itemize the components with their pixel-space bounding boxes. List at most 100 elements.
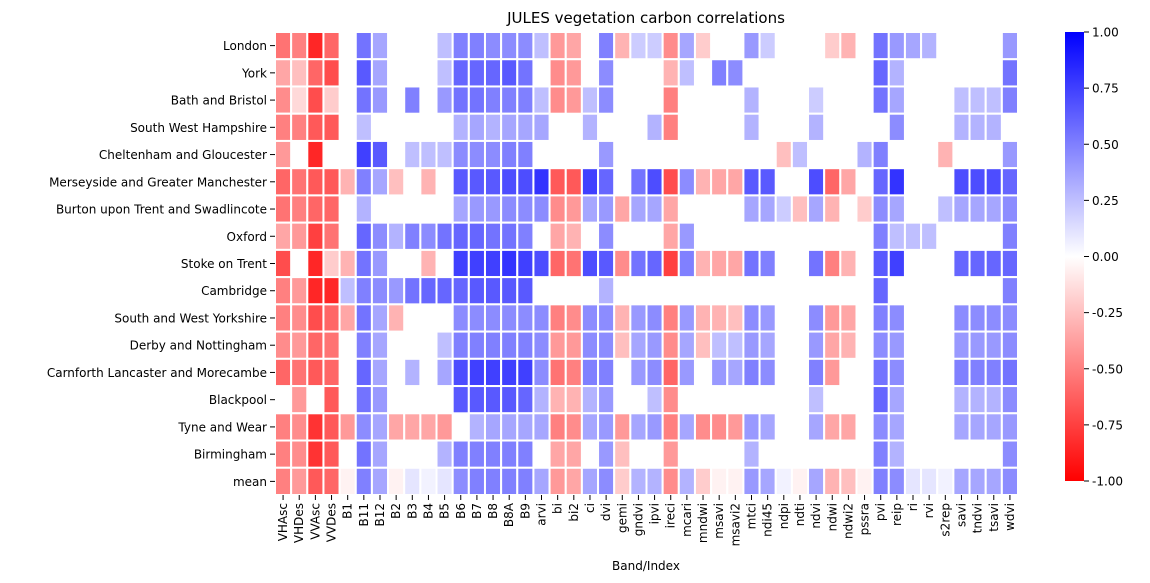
heatmap-cell bbox=[435, 276, 454, 306]
heatmap-cell bbox=[580, 248, 600, 279]
heatmap-cell bbox=[435, 221, 454, 251]
heatmap-cell bbox=[613, 412, 632, 442]
heatmap-cell bbox=[807, 330, 826, 360]
heatmap-cell bbox=[677, 31, 696, 61]
heatmap-cell bbox=[274, 248, 293, 279]
heatmap-cell bbox=[451, 31, 470, 61]
y-tick-label: Oxford bbox=[227, 230, 267, 244]
y-tick-label: Merseyside and Greater Manchester bbox=[49, 175, 267, 189]
heatmap-cell bbox=[645, 31, 664, 61]
x-tick-label: tsavi bbox=[987, 503, 1001, 532]
heatmap-cell bbox=[629, 31, 648, 61]
heatmap-cell bbox=[580, 385, 600, 415]
heatmap-cell bbox=[871, 58, 890, 88]
heatmap-cell bbox=[597, 330, 616, 360]
heatmap-cell bbox=[968, 85, 987, 115]
heatmap-cell bbox=[548, 167, 567, 197]
heatmap-cell bbox=[451, 385, 470, 415]
heatmap-cell bbox=[839, 412, 858, 442]
heatmap-cell bbox=[693, 303, 713, 333]
heatmap-cell bbox=[871, 330, 890, 360]
heatmap-cell bbox=[354, 330, 373, 360]
x-axis: VHAsc VHDes VVAsc VVDes B1 B11 B12 B2 B3 B4 B5 B6 B7… bbox=[276, 495, 1017, 546]
heatmap-cell bbox=[451, 139, 470, 170]
y-tick-label: mean bbox=[233, 475, 267, 489]
heatmap-cell bbox=[338, 167, 357, 197]
heatmap-cell bbox=[1000, 85, 1019, 115]
heatmap-cell bbox=[483, 167, 503, 197]
heatmap-cell bbox=[435, 139, 454, 170]
heatmap-cell bbox=[322, 330, 341, 360]
x-tick-label: B4 bbox=[421, 503, 435, 519]
heatmap-cell bbox=[887, 31, 906, 61]
heatmap-cell bbox=[758, 330, 777, 360]
y-tick-label: London bbox=[223, 39, 267, 53]
heatmap-cell bbox=[274, 31, 293, 61]
heatmap-cell bbox=[661, 112, 680, 142]
heatmap-cell bbox=[322, 167, 341, 197]
heatmap-cell bbox=[467, 330, 486, 360]
y-tick-label: Cheltenham and Gloucester bbox=[99, 148, 267, 162]
heatmap-cell bbox=[387, 167, 406, 197]
heatmap-cell bbox=[483, 466, 503, 497]
heatmap-cell bbox=[483, 194, 503, 224]
heatmap-cell bbox=[629, 412, 648, 442]
heatmap-cell bbox=[500, 58, 519, 88]
heatmap-cell bbox=[354, 194, 373, 224]
y-tick-label: Stoke on Trent bbox=[181, 257, 267, 271]
heatmap-cell bbox=[564, 303, 583, 333]
heatmap-cell bbox=[661, 439, 680, 469]
colorbar: -1.00 -0.75 -0.50 -0.25 0.00 0.25 0.50 0.75 1.00 bbox=[1065, 26, 1123, 489]
heatmap-cell bbox=[677, 248, 696, 279]
heatmap-cell bbox=[1000, 194, 1019, 224]
x-tick-label: ndti bbox=[793, 503, 807, 526]
heatmap-cell bbox=[322, 412, 341, 442]
heatmap-cell bbox=[645, 303, 664, 333]
heatmap-cell bbox=[516, 58, 535, 88]
heatmap-cell bbox=[693, 466, 713, 497]
x-tick-label: ireci bbox=[664, 503, 678, 528]
heatmap-cell bbox=[548, 31, 567, 61]
heatmap-cell bbox=[726, 330, 745, 360]
chart-title: JULES vegetation carbon correlations bbox=[506, 9, 785, 27]
heatmap-cell bbox=[564, 58, 583, 88]
x-tick-label: B6 bbox=[454, 503, 468, 519]
heatmap-cell bbox=[500, 248, 519, 279]
x-tick-label: B12 bbox=[373, 503, 387, 527]
heatmap-cell bbox=[290, 112, 309, 142]
x-tick-label: gndvi bbox=[631, 503, 645, 536]
heatmap-cell bbox=[467, 276, 486, 306]
heatmap-cell bbox=[354, 139, 373, 170]
heatmap-cell bbox=[354, 439, 373, 469]
x-tick-label: wdvi bbox=[1003, 503, 1017, 531]
heatmap-cell bbox=[306, 357, 325, 388]
x-tick-label: ndwi bbox=[825, 503, 839, 531]
heatmap-cell bbox=[516, 439, 535, 469]
heatmap-cell bbox=[742, 85, 761, 115]
heatmap-cell bbox=[823, 412, 842, 442]
heatmap-cell bbox=[532, 412, 551, 442]
heatmap-cell bbox=[500, 221, 519, 251]
heatmap-cell bbox=[290, 167, 309, 197]
heatmap-cell bbox=[467, 412, 486, 442]
heatmap-cell bbox=[354, 85, 373, 115]
heatmap-cell bbox=[274, 139, 293, 170]
heatmap-cell bbox=[532, 385, 551, 415]
heatmap-cell bbox=[483, 85, 503, 115]
heatmap-cell bbox=[306, 167, 325, 197]
heatmap-cell bbox=[629, 194, 648, 224]
heatmap-cell bbox=[903, 221, 923, 251]
x-axis-label: Band/Index bbox=[612, 559, 680, 573]
heatmap-cell bbox=[984, 248, 1003, 279]
colorbar-tick-label: 1.00 bbox=[1092, 26, 1119, 40]
heatmap-cell bbox=[467, 439, 486, 469]
heatmap-cell bbox=[274, 330, 293, 360]
heatmap-cell bbox=[274, 112, 293, 142]
heatmap-cell bbox=[564, 412, 583, 442]
y-tick-label: Burton upon Trent and Swadlincote bbox=[56, 203, 267, 217]
heatmap-cell bbox=[597, 385, 616, 415]
heatmap-cell bbox=[306, 248, 325, 279]
heatmap-cell bbox=[516, 412, 535, 442]
heatmap-cell bbox=[903, 31, 923, 61]
heatmap-cell bbox=[516, 194, 535, 224]
